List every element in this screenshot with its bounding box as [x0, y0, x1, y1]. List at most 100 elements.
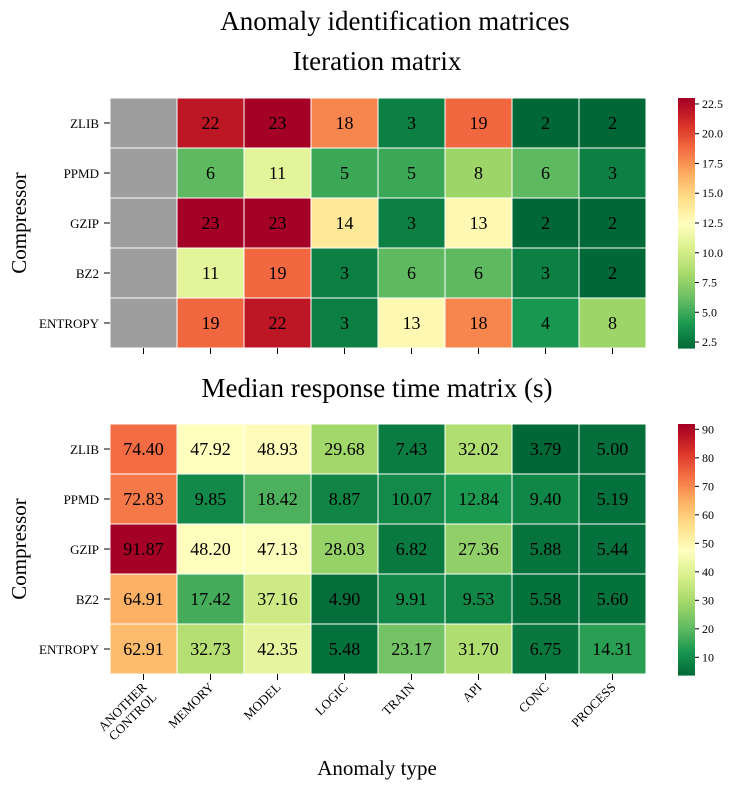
top-colorbar-band — [678, 135, 695, 139]
bottom-colorbar-band — [678, 549, 695, 553]
bottom-column-label-line: TRAIN — [379, 679, 418, 718]
top-colorbar-band — [678, 233, 695, 237]
top-heatmap-cell-value: 3 — [340, 263, 349, 283]
bottom-colorbar-band — [678, 431, 695, 435]
top-heatmap-cell — [511, 197, 580, 249]
bottom-heatmap-cell-value: 4.90 — [329, 589, 361, 609]
top-colorbar-band — [678, 243, 695, 247]
bottom-colorbar-band — [678, 567, 695, 571]
bottom-heatmap-cell — [444, 623, 513, 675]
bottom-heatmap-cell-value: 37.16 — [257, 589, 298, 609]
bottom-colorbar-band — [678, 617, 695, 621]
top-colorbar-band — [678, 298, 695, 302]
bottom-heatmap-cell — [310, 623, 379, 675]
top-heatmap-cell-value: 11 — [202, 263, 219, 283]
bottom-colorbar-band — [678, 644, 695, 648]
bottom-colorbar-band — [678, 529, 695, 533]
top-colorbar-band — [678, 210, 695, 214]
top-colorbar-band — [678, 260, 695, 264]
bottom-colorbar-band — [678, 484, 695, 488]
top-heatmap-cell-value: 4 — [541, 313, 550, 333]
top-heatmap-cell — [511, 147, 580, 199]
top-heatmap-cell-value: 3 — [541, 263, 550, 283]
bottom-colorbar-band — [678, 572, 695, 576]
top-heatmap-cell-value: 14 — [336, 213, 354, 233]
top-colorbar-band — [678, 248, 695, 252]
bottom-colorbar-band — [678, 672, 695, 676]
bottom-colorbar-tick-label: 90 — [702, 422, 714, 436]
top-colorbar-band — [678, 308, 695, 312]
bottom-heatmap-cell — [578, 523, 647, 575]
top-heatmap-cell-value: 19 — [202, 313, 220, 333]
top-row-label: BZ2 — [76, 266, 99, 281]
bottom-heatmap-cell-value: 48.20 — [190, 539, 231, 559]
top-colorbar-band — [678, 225, 695, 229]
top-heatmap-cell — [109, 97, 178, 149]
bottom-colorbar-band — [678, 464, 695, 468]
top-colorbar-band — [678, 215, 695, 219]
bottom-colorbar-tick-label: 10 — [702, 650, 714, 664]
top-heatmap-cell — [511, 97, 580, 149]
top-colorbar-band — [678, 180, 695, 184]
bottom-column-label: ANOTHERCONTROL — [95, 679, 160, 744]
bottom-colorbar-band — [678, 657, 695, 661]
bottom-colorbar-band — [678, 439, 695, 443]
top-heatmap-cell — [310, 147, 379, 199]
top-heatmap-cell-value: 18 — [336, 113, 354, 133]
top-heatmap-cell — [243, 97, 312, 149]
bottom-heatmap-cell-value: 5.44 — [597, 539, 629, 559]
top-colorbar-tick-label: 17.5 — [702, 156, 723, 170]
top-colorbar-tick-label: 20.0 — [702, 127, 723, 141]
bottom-colorbar-band — [678, 577, 695, 581]
top-colorbar-band — [678, 168, 695, 172]
top-heatmap-cell-value: 3 — [407, 213, 416, 233]
bottom-colorbar-band — [678, 486, 695, 490]
top-colorbar-band — [678, 295, 695, 299]
bottom-colorbar-band — [678, 574, 695, 578]
top-colorbar-band — [678, 115, 695, 119]
top-heatmap-cell — [176, 247, 245, 299]
top-colorbar-band — [678, 148, 695, 152]
bottom-row-label: PPMD — [64, 492, 99, 507]
top-heatmap-cell-value: 3 — [608, 163, 617, 183]
top-heatmap-cell-value: 13 — [403, 313, 421, 333]
bottom-colorbar-band — [678, 511, 695, 515]
top-colorbar-band — [678, 128, 695, 132]
bottom-colorbar-band — [678, 521, 695, 525]
top-colorbar-band — [678, 155, 695, 159]
top-colorbar-band — [678, 290, 695, 294]
bottom-colorbar-band — [678, 504, 695, 508]
top-heatmap-cell — [377, 247, 446, 299]
top-colorbar-band — [678, 310, 695, 314]
bottom-heatmap-cell-value: 5.48 — [329, 639, 361, 659]
bottom-heatmap-cell — [310, 573, 379, 625]
top-colorbar-band — [678, 238, 695, 242]
bottom-colorbar-band — [678, 602, 695, 606]
bottom-heatmap-cell-value: 64.91 — [123, 589, 164, 609]
top-colorbar-band — [678, 200, 695, 204]
top-row-label: ENTROPY — [39, 316, 100, 331]
top-colorbar-band — [678, 245, 695, 249]
top-heatmap-cell — [310, 247, 379, 299]
top-colorbar-band — [678, 178, 695, 182]
bottom-colorbar-band — [678, 629, 695, 633]
bottom-column-label-line: MODEL — [240, 679, 283, 722]
top-colorbar-band — [678, 273, 695, 277]
top-colorbar-band — [678, 183, 695, 187]
top-heatmap-cell — [310, 197, 379, 249]
bottom-heatmap: 74.40 47.92 48.93 29.68 7.43 32.02 3.79 5.00 ZLI… — [39, 423, 647, 744]
top-colorbar-band — [678, 325, 695, 329]
bottom-colorbar-band — [678, 604, 695, 608]
top-colorbar-band — [678, 140, 695, 144]
top-heatmap-cell-value: 8 — [474, 163, 483, 183]
top-heatmap-cell — [310, 97, 379, 149]
bottom-heatmap-cell-value: 5.60 — [597, 589, 629, 609]
top-colorbar-band — [678, 143, 695, 147]
bottom-colorbar-band — [678, 496, 695, 500]
top-heatmap-cell — [243, 197, 312, 249]
top-colorbar-band — [678, 300, 695, 304]
bottom-heatmap-cell — [377, 423, 446, 475]
bottom-colorbar-band — [678, 639, 695, 643]
bottom-colorbar-band — [678, 501, 695, 505]
